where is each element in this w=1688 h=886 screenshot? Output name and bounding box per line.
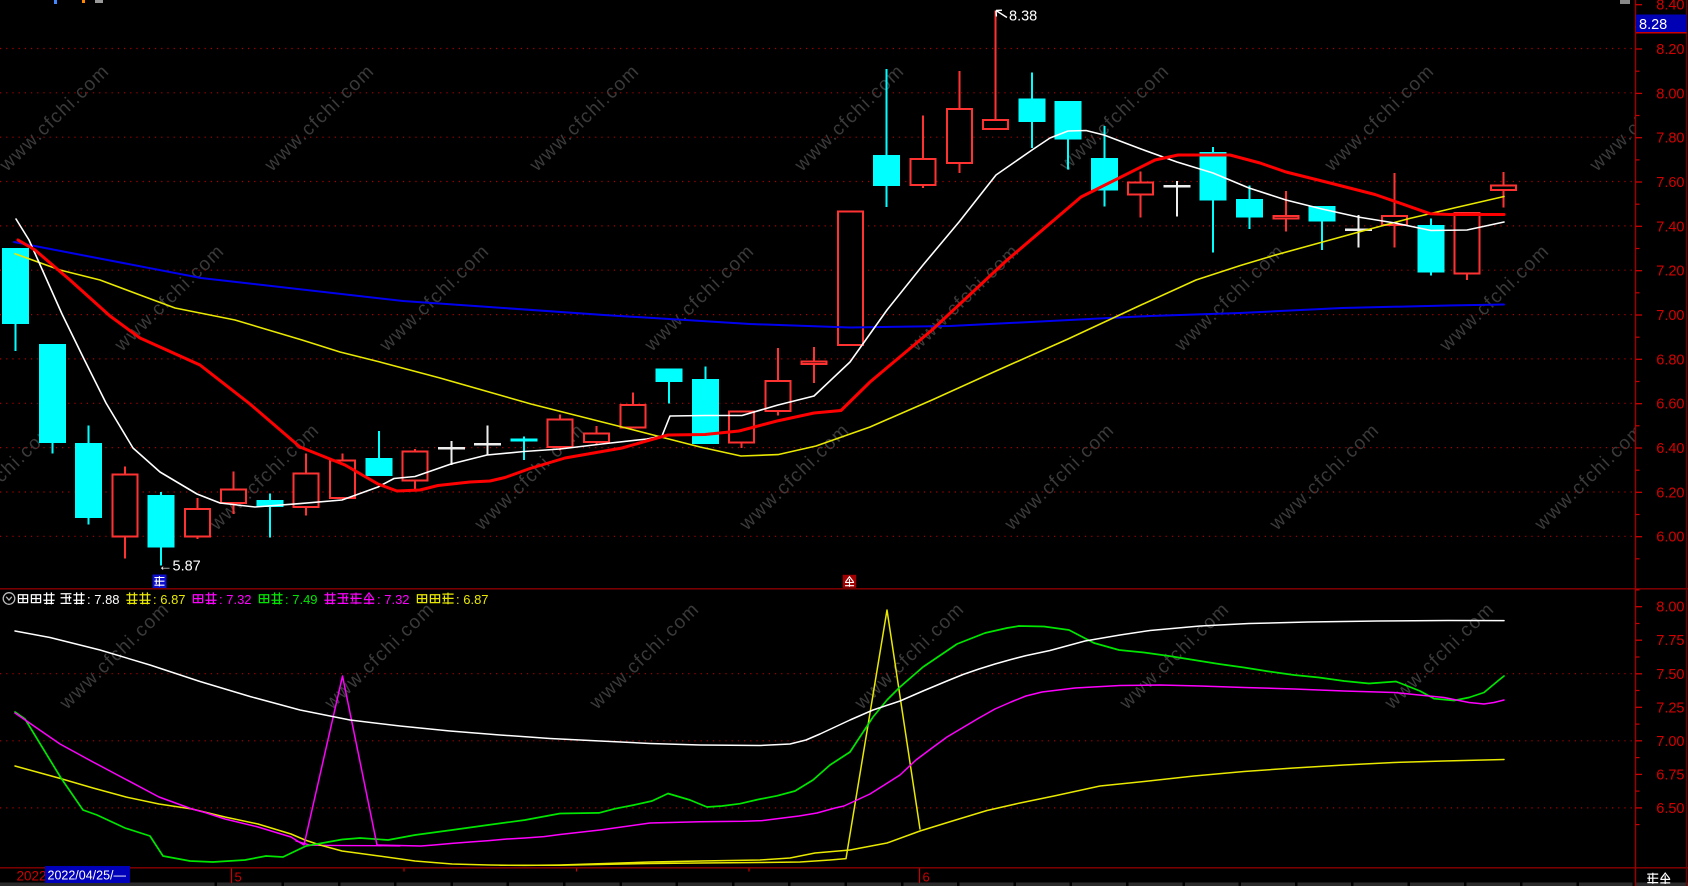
svg-text:: 7.32: : 7.32 (219, 592, 252, 607)
svg-text:8.28: 8.28 (1639, 17, 1667, 33)
svg-text:7.60: 7.60 (1656, 175, 1684, 191)
svg-text:7.75: 7.75 (1656, 633, 1684, 649)
svg-text:: 7.32: : 7.32 (377, 592, 410, 607)
svg-text:7.50: 7.50 (1656, 667, 1684, 683)
svg-text:: 6.87: : 6.87 (153, 592, 186, 607)
svg-text:6.40: 6.40 (1656, 441, 1684, 457)
svg-text:8.00: 8.00 (1656, 86, 1684, 102)
svg-text:←5.87: ←5.87 (158, 559, 201, 575)
svg-text:6.75: 6.75 (1656, 767, 1684, 783)
svg-text:6.60: 6.60 (1656, 397, 1684, 413)
svg-text:6.00: 6.00 (1656, 530, 1684, 546)
svg-text:8.00: 8.00 (1656, 600, 1684, 616)
svg-text:6.50: 6.50 (1656, 801, 1684, 817)
svg-text:7.20: 7.20 (1656, 264, 1684, 280)
svg-text:7.40: 7.40 (1656, 219, 1684, 235)
svg-text:2022/04/25/—: 2022/04/25/— (48, 869, 127, 883)
svg-text:7.80: 7.80 (1656, 131, 1684, 147)
svg-text:6.20: 6.20 (1656, 485, 1684, 501)
svg-text:: 6.87: : 6.87 (456, 592, 489, 607)
svg-text:: 7.88: : 7.88 (87, 592, 120, 607)
svg-text:: 7.49: : 7.49 (285, 592, 318, 607)
svg-text:7.00: 7.00 (1656, 308, 1684, 324)
svg-text:8.20: 8.20 (1656, 42, 1684, 58)
svg-text:7.25: 7.25 (1656, 700, 1684, 716)
svg-text:5: 5 (235, 870, 242, 885)
svg-text:8.40: 8.40 (1656, 0, 1684, 14)
svg-text:2022: 2022 (17, 869, 47, 884)
svg-text:8.38: 8.38 (1009, 9, 1037, 25)
svg-text:6.80: 6.80 (1656, 352, 1684, 368)
svg-text:7.00: 7.00 (1656, 734, 1684, 750)
svg-text:6: 6 (923, 870, 930, 885)
